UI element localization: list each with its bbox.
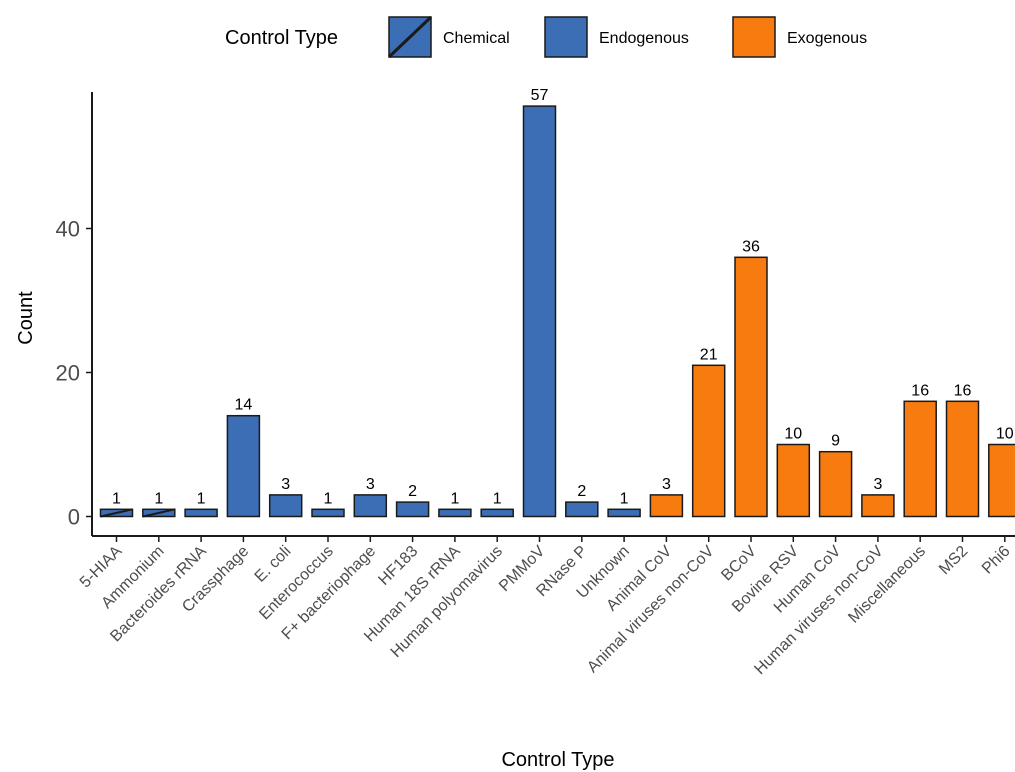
bar-hf183 xyxy=(395,501,430,518)
y-tick-label: 40 xyxy=(56,217,80,242)
y-axis-title: Count xyxy=(15,291,37,345)
bar-hatch-5-hiaa xyxy=(100,508,133,518)
data-label-rnase-p: 2 xyxy=(577,483,586,500)
legend-title: Control Type xyxy=(225,27,338,49)
y-ticks: 0 20 40 xyxy=(56,217,92,530)
bar-human-polyomavirus xyxy=(480,508,514,518)
legend-swatch-exogenous xyxy=(732,16,776,58)
data-label-5-hiaa: 1 xyxy=(112,490,121,507)
legend-swatch-endogenous xyxy=(544,16,588,58)
data-label-hf183: 2 xyxy=(408,483,417,500)
y-tick-label: 0 xyxy=(68,505,80,530)
bar-pmmov xyxy=(522,105,557,518)
bar-unknown xyxy=(607,508,641,518)
data-label-ms2: 16 xyxy=(954,382,972,399)
bar-bacteroides-rrna xyxy=(184,508,218,518)
data-label-enterococcus: 1 xyxy=(324,490,333,507)
bars xyxy=(99,105,1015,518)
data-label-animal-viruses-non-cov: 21 xyxy=(700,346,718,363)
x-tick-label-enterococcus: Enterococcus xyxy=(256,543,337,624)
legend-hatch-chemical xyxy=(387,15,433,59)
bar-miscellaneous xyxy=(903,400,937,518)
legend-label-endogenous: Endogenous xyxy=(599,30,689,47)
data-label-crassphage: 14 xyxy=(235,397,253,414)
data-label-miscellaneous: 16 xyxy=(911,382,929,399)
legend-entry-exogenous: Exogenous xyxy=(732,16,867,58)
data-label-e-coli: 3 xyxy=(281,476,290,493)
legend-label-exogenous: Exogenous xyxy=(787,30,867,47)
legend-label-chemical: Chemical xyxy=(443,30,510,47)
bar-enterococcus xyxy=(311,508,345,518)
y-tick-label: 20 xyxy=(56,361,80,386)
bar-human-cov xyxy=(818,450,853,518)
bar-crassphage xyxy=(226,414,261,518)
bar-bovine-rsv xyxy=(776,443,811,518)
data-label-human-polyomavirus: 1 xyxy=(493,490,502,507)
data-label-bovine-rsv: 10 xyxy=(784,426,802,443)
bar-ms2 xyxy=(945,400,980,518)
data-label-human-viruses-non-cov: 3 xyxy=(873,476,882,493)
bar-hatch-ammonium xyxy=(142,508,176,518)
bar-phi6 xyxy=(988,443,1015,518)
bar-rnase-p xyxy=(565,501,599,518)
data-label-animal-cov: 3 xyxy=(662,476,671,493)
bar-animal-cov xyxy=(649,494,684,518)
x-tick-label-miscellaneous: Miscellaneous xyxy=(845,543,929,627)
bar-human-viruses-non-cov xyxy=(861,494,895,518)
bar-f-bacteriophage xyxy=(353,494,388,518)
data-label-human-18s-rrna: 1 xyxy=(450,490,459,507)
x-tick-label-phi6: Phi6 xyxy=(979,543,1014,578)
data-label-f-bacteriophage: 3 xyxy=(366,476,375,493)
data-label-unknown: 1 xyxy=(620,490,629,507)
data-label-ammonium: 1 xyxy=(154,490,163,507)
x-tick-label-ms2: MS2 xyxy=(936,543,971,578)
bar-animal-viruses-non-cov xyxy=(691,364,726,518)
legend: Control Type Chemical Endogenous Exogeno… xyxy=(225,15,867,59)
legend-entry-chemical: Chemical xyxy=(387,15,510,59)
bar-human-18s-rrna xyxy=(438,508,472,518)
data-label-bacteroides-rrna: 1 xyxy=(197,490,206,507)
data-label-pmmov: 57 xyxy=(531,87,549,104)
x-axis-title: Control Type xyxy=(501,749,614,771)
data-label-phi6: 10 xyxy=(996,426,1014,443)
bar-e-coli xyxy=(268,494,303,518)
legend-entry-endogenous: Endogenous xyxy=(544,16,689,58)
data-label-bcov: 36 xyxy=(742,238,760,255)
data-label-human-cov: 9 xyxy=(831,433,840,450)
bar-bcov xyxy=(734,256,768,518)
